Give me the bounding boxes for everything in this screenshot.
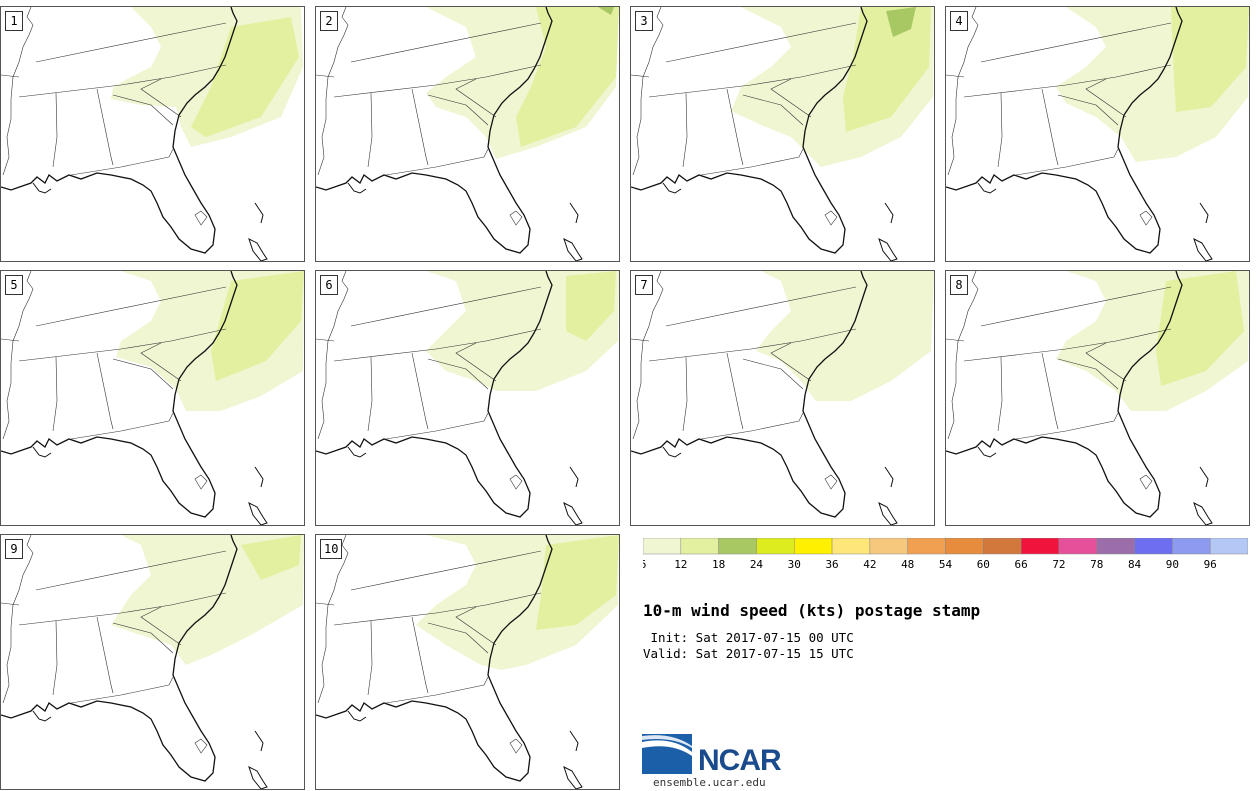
member-label: 4 xyxy=(950,11,968,31)
member-panel-3: 3 xyxy=(630,6,935,262)
member-label: 10 xyxy=(320,539,343,559)
colorbar-tick-label: 72 xyxy=(1052,558,1065,571)
colorbar-swatch xyxy=(945,538,984,555)
ensemble-url[interactable]: ensemble.ucar.edu xyxy=(653,776,766,789)
colorbar-swatch xyxy=(1096,538,1135,555)
member-panel-7: 7 xyxy=(630,270,935,526)
member-label: 6 xyxy=(320,275,338,295)
colorbar-tick-label: 90 xyxy=(1166,558,1179,571)
member-panel-9: 9 xyxy=(0,534,305,790)
colorbar-tick-label: 96 xyxy=(1204,558,1217,571)
member-panel-6: 6 xyxy=(315,270,620,526)
valid-time: Valid: Sat 2017-07-15 15 UTC xyxy=(643,646,854,661)
ncar-logo-icon xyxy=(642,734,692,774)
colorbar-swatch xyxy=(718,538,757,555)
colorbar-swatch xyxy=(983,538,1022,555)
member-panel-4: 4 xyxy=(945,6,1250,262)
colorbar-tick-label: 24 xyxy=(750,558,764,571)
colorbar-swatch xyxy=(1020,538,1060,555)
colorbar-swatch xyxy=(643,538,682,555)
member-label: 3 xyxy=(635,11,653,31)
wind-speed-colorbar: 6 12 18 24 30 36 42 48 54 60 66 72 78 84 90 96 xyxy=(643,538,1248,571)
colorbar-swatch xyxy=(1172,538,1211,555)
colorbar-tick-label: 60 xyxy=(977,558,990,571)
colorbar-tick-label: 42 xyxy=(863,558,876,571)
colorbar-swatch xyxy=(1058,538,1097,555)
colorbar-swatch xyxy=(756,538,795,555)
member-label: 7 xyxy=(635,275,653,295)
member-label: 5 xyxy=(5,275,23,295)
colorbar-swatch xyxy=(907,538,946,555)
member-panel-10: 10 xyxy=(315,534,620,790)
wind-map-3 xyxy=(631,7,934,261)
colorbar-tick-label: 30 xyxy=(788,558,801,571)
colorbar-tick-label: 36 xyxy=(825,558,838,571)
member-panel-5: 5 xyxy=(0,270,305,526)
colorbar-tick-label: 48 xyxy=(901,558,914,571)
colorbar-tick-label: 78 xyxy=(1090,558,1103,571)
member-panel-1: 1 xyxy=(0,6,305,262)
wind-map-4 xyxy=(946,7,1249,261)
wind-map-1 xyxy=(1,7,303,261)
colorbar-swatch xyxy=(831,538,871,555)
logo-name: NCAR xyxy=(698,744,782,777)
wind-map-7 xyxy=(631,271,934,525)
colorbar-swatch xyxy=(869,538,908,555)
member-label: 8 xyxy=(950,275,968,295)
wind-map-2 xyxy=(316,7,619,261)
init-time: Init: Sat 2017-07-15 00 UTC xyxy=(643,630,854,645)
wind-map-6 xyxy=(316,271,619,525)
wind-map-8 xyxy=(946,271,1249,525)
wind-map-5 xyxy=(1,271,304,525)
colorbar-tick-label: 54 xyxy=(939,558,953,571)
colorbar-swatch xyxy=(1134,538,1173,555)
colorbar-swatch xyxy=(1209,538,1248,555)
member-label: 1 xyxy=(5,11,23,31)
colorbar-swatch xyxy=(680,538,719,555)
product-title: 10-m wind speed (kts) postage stamp xyxy=(643,601,981,620)
member-label: 9 xyxy=(5,539,23,559)
colorbar-swatch xyxy=(794,538,833,555)
member-label: 2 xyxy=(320,11,338,31)
wind-map-10 xyxy=(316,535,619,789)
member-panel-8: 8 xyxy=(945,270,1250,526)
wind-map-9 xyxy=(1,535,304,789)
colorbar-tick-label: 18 xyxy=(712,558,725,571)
colorbar-tick-label: 12 xyxy=(674,558,687,571)
colorbar-tick-label: 66 xyxy=(1015,558,1028,571)
member-panel-2: 2 xyxy=(315,6,620,262)
colorbar-tick-label: 6 xyxy=(643,558,646,571)
colorbar-tick-label: 84 xyxy=(1128,558,1142,571)
